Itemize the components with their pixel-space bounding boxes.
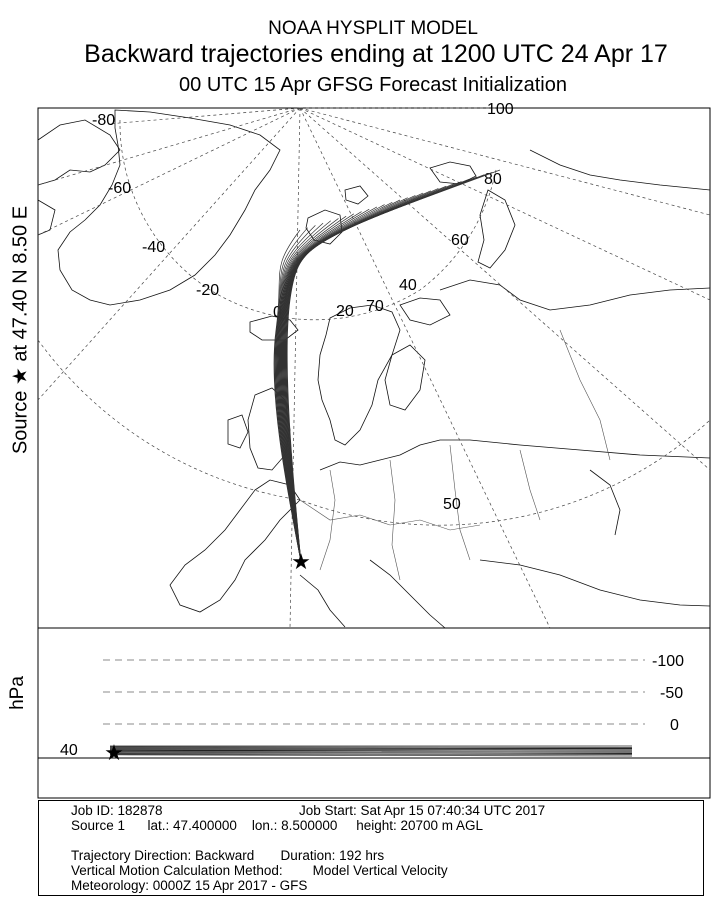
lon-label-80e: 80 (484, 171, 502, 188)
trajectory-path (286, 171, 493, 563)
lon-label-40e: 40 (399, 277, 417, 294)
y-tick-label-minus-50: -50 (660, 685, 683, 702)
coastline-ireland (227, 414, 249, 449)
vertical-trajectory-lines (109, 745, 633, 757)
coastlines (37, 109, 711, 629)
trajectory-path (283, 183, 454, 563)
meridian-0 (289, 107, 301, 629)
lon-label-40w: -40 (142, 239, 165, 256)
source-info: Source 1 lat.: 47.400000 lon.: 8.500000 … (71, 818, 484, 833)
coastline-canada (37, 119, 121, 186)
chart-subtitle: 00 UTC 15 Apr GFSG Forecast Initializati… (179, 74, 567, 96)
border-germany (319, 469, 336, 571)
coastline-france-iberia (169, 479, 301, 613)
coastline-kola (399, 297, 451, 326)
trajectory-path (284, 181, 462, 563)
lon-label-20e: 20 (336, 303, 354, 320)
meridian-20w (37, 107, 301, 401)
height-gridlines (103, 659, 645, 725)
lon-label-100e: 100 (487, 101, 514, 118)
trajectory-path (284, 178, 470, 563)
trajectory-path (282, 190, 431, 563)
coastline-finland (384, 344, 426, 411)
meridian-80e (299, 107, 711, 216)
vertical-source-star-icon: ★ (104, 741, 124, 766)
trajectory-path (286, 169, 501, 563)
coastline-novaya-zemlya (477, 189, 516, 269)
lon-label-80w: -80 (92, 112, 115, 129)
vertical-motion-method: Vertical Motion Calculation Method: Mode… (71, 863, 448, 878)
y-tick-label-minus-100: -100 (652, 653, 684, 670)
vertical-trajectory-line (109, 753, 633, 755)
coastline-scandinavia (317, 304, 401, 446)
coastline-caspian (589, 469, 621, 536)
border-belarus (449, 444, 471, 561)
job-id: Job ID: 182878 (71, 803, 163, 818)
coastline-svalbard (305, 209, 343, 245)
graticule-parallels (37, 119, 711, 526)
coastline-baffin (37, 199, 56, 236)
meridian-60w (37, 107, 301, 186)
coastline-siberia (529, 149, 711, 191)
parallel-50 (37, 339, 711, 526)
coastline-balkans (369, 559, 446, 629)
vertical-trajectory-line (109, 751, 633, 753)
lat-label-50: 50 (443, 496, 461, 513)
trajectory-path (279, 201, 393, 563)
meridian-20e (299, 107, 551, 629)
job-start: Job Start: Sat Apr 15 07:40:34 UTC 2017 (299, 803, 546, 818)
vertical-trajectory-line (109, 754, 633, 757)
meridian-80w (107, 107, 301, 125)
trajectory-path (281, 192, 424, 563)
coastline-franz-josef (429, 161, 477, 185)
coastline-iceland (249, 315, 299, 341)
coastline-baltic (319, 439, 711, 471)
lon-label-60w: -60 (108, 180, 131, 197)
parallel-70 (119, 119, 497, 321)
y-tick-label-0: 0 (670, 717, 679, 734)
border-east (559, 329, 611, 461)
trajectory-direction: Trajectory Direction: Backward Duration:… (71, 848, 385, 863)
coastline-russia-north (439, 279, 711, 311)
lon-label-20w: -20 (196, 282, 219, 299)
source-star-icon: ★ (291, 550, 311, 575)
border-russia (519, 449, 541, 521)
meteorology: Meteorology: 0000Z 15 Apr 2017 - GFS (71, 878, 308, 893)
meridian-40w (37, 107, 301, 236)
vertical-trajectory-line (109, 746, 633, 748)
country-borders (299, 329, 611, 581)
graticule-meridians (37, 107, 711, 629)
model-title: NOAA HYSPLIT MODEL (268, 18, 478, 39)
vertical-panel-frame (37, 627, 711, 799)
vertical-left-label: 40 (60, 742, 78, 759)
lat-label-70: 70 (366, 298, 384, 315)
map-frame (37, 107, 711, 629)
chart-title: Backward trajectories ending at 1200 UTC… (84, 40, 668, 68)
meridian-60e (299, 107, 711, 301)
trajectory-lines (273, 169, 501, 563)
border-poland (389, 459, 401, 581)
meridian-40e (299, 107, 711, 471)
coastline-black-sea (479, 559, 711, 607)
coastline-greenland (57, 109, 281, 306)
job-info-footer: Job ID: 182878 Job Start: Sat Apr 15 07:… (38, 800, 704, 896)
border-central-europe (299, 499, 481, 531)
vertical-tick-labels: -100 -50 0 40 (60, 653, 684, 759)
coastline-svalbard-east (344, 185, 369, 205)
vertical-trajectory-line (109, 748, 633, 751)
lon-label-60e: 60 (451, 232, 469, 249)
coastline-italy (299, 574, 346, 628)
